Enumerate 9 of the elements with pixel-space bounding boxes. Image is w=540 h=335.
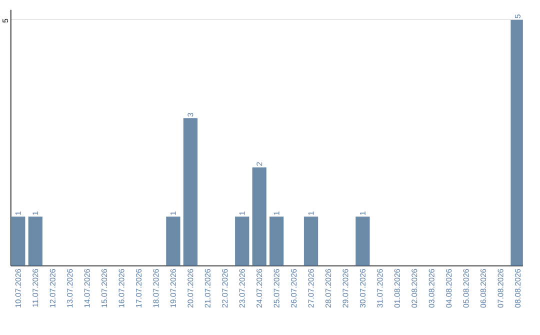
bar: [252, 167, 266, 266]
bar: [269, 216, 284, 266]
bar: [235, 216, 250, 266]
bar: [183, 118, 198, 266]
bar: [304, 216, 318, 266]
bar: [356, 216, 370, 266]
bar: [166, 216, 180, 266]
bar: [28, 216, 42, 266]
bar: [11, 216, 26, 266]
